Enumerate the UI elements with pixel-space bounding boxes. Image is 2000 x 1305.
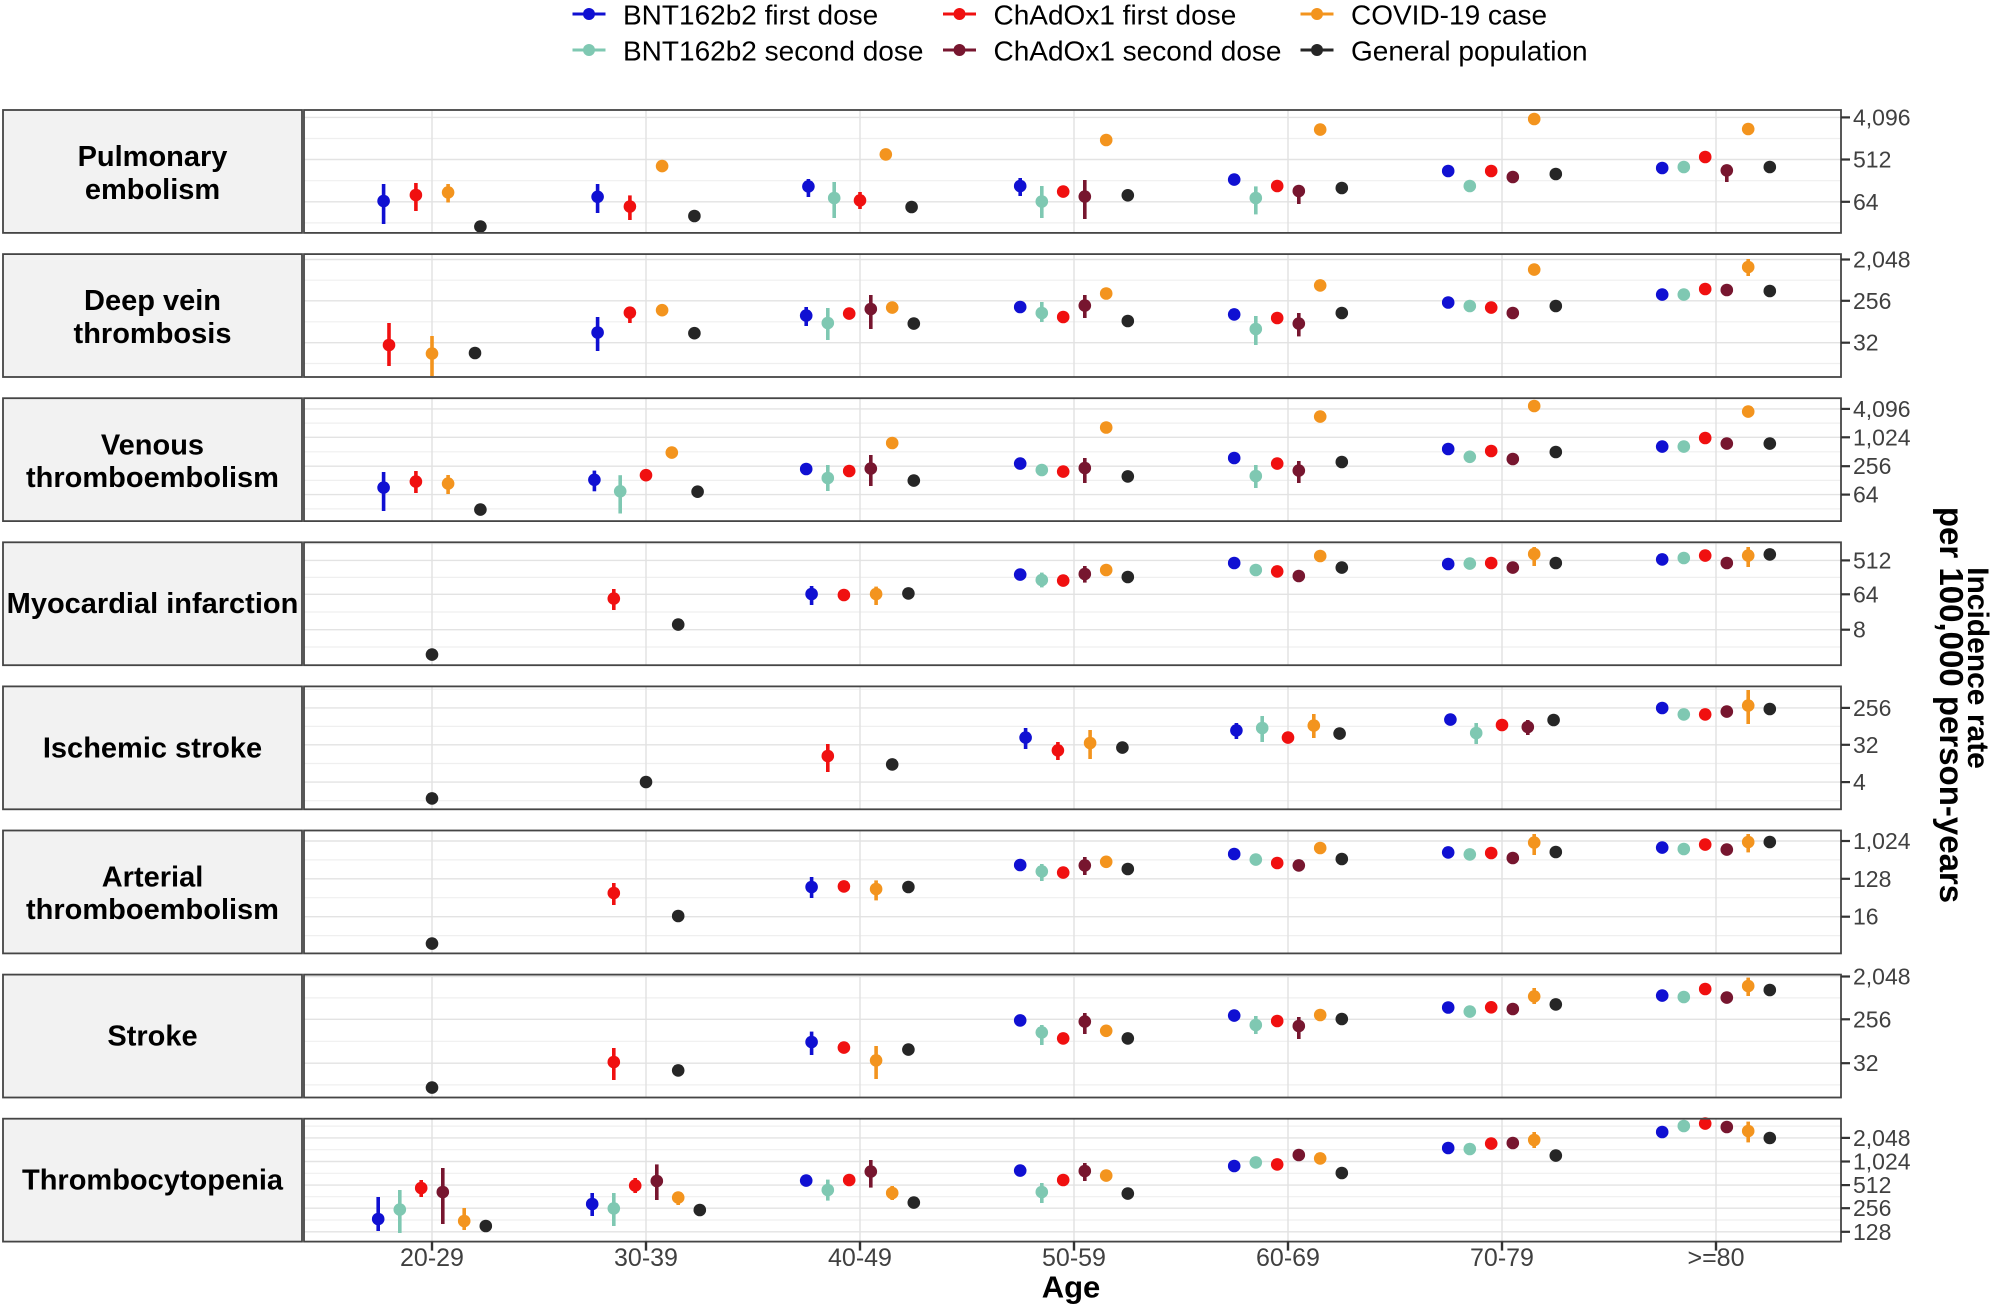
svg-text:20-29: 20-29 xyxy=(400,1244,464,1272)
svg-text:128: 128 xyxy=(1853,1219,1891,1245)
svg-text:Age: Age xyxy=(1042,1270,1101,1305)
svg-text:512: 512 xyxy=(1853,147,1891,173)
svg-text:Arterial: Arterial xyxy=(102,862,204,894)
svg-text:Myocardial infarction: Myocardial infarction xyxy=(7,588,299,620)
svg-text:40-49: 40-49 xyxy=(828,1244,892,1272)
svg-text:32: 32 xyxy=(1853,330,1879,356)
svg-text:ChAdOx1 second dose: ChAdOx1 second dose xyxy=(994,36,1282,67)
svg-text:4: 4 xyxy=(1853,769,1866,795)
svg-text:2,048: 2,048 xyxy=(1853,1125,1911,1151)
svg-text:1,024: 1,024 xyxy=(1853,828,1911,854)
svg-text:30-39: 30-39 xyxy=(614,1244,678,1272)
svg-text:BNT162b2 first dose: BNT162b2 first dose xyxy=(623,0,878,31)
svg-text:Ischemic stroke: Ischemic stroke xyxy=(43,732,262,764)
svg-text:1,024: 1,024 xyxy=(1853,1149,1911,1175)
svg-text:60-69: 60-69 xyxy=(1256,1244,1320,1272)
svg-text:2,048: 2,048 xyxy=(1853,247,1911,273)
svg-text:8: 8 xyxy=(1853,617,1866,643)
svg-text:thromboembolism: thromboembolism xyxy=(26,462,279,494)
svg-text:16: 16 xyxy=(1853,904,1879,930)
svg-text:General population: General population xyxy=(1351,36,1588,67)
svg-text:4,096: 4,096 xyxy=(1853,104,1911,130)
svg-text:Pulmonary: Pulmonary xyxy=(78,141,228,173)
svg-text:256: 256 xyxy=(1853,453,1891,479)
svg-text:COVID-19 case: COVID-19 case xyxy=(1351,0,1547,31)
svg-text:512: 512 xyxy=(1853,1172,1891,1198)
svg-text:2,048: 2,048 xyxy=(1853,964,1911,990)
svg-text:BNT162b2 second dose: BNT162b2 second dose xyxy=(623,36,923,67)
svg-text:ChAdOx1 first dose: ChAdOx1 first dose xyxy=(994,0,1237,31)
svg-text:64: 64 xyxy=(1853,581,1879,607)
svg-text:256: 256 xyxy=(1853,695,1891,721)
svg-text:Venous: Venous xyxy=(101,429,204,461)
svg-text:embolism: embolism xyxy=(85,174,220,206)
svg-text:256: 256 xyxy=(1853,288,1891,314)
svg-text:32: 32 xyxy=(1853,1050,1879,1076)
svg-text:64: 64 xyxy=(1853,482,1879,508)
svg-text:64: 64 xyxy=(1853,189,1879,215)
svg-text:32: 32 xyxy=(1853,732,1879,758)
svg-text:per 100,000 person-years: per 100,000 person-years xyxy=(1933,507,1970,903)
svg-text:Incidence rate: Incidence rate xyxy=(1961,567,1994,769)
svg-text:128: 128 xyxy=(1853,866,1891,892)
svg-text:70-79: 70-79 xyxy=(1470,1244,1534,1272)
svg-text:1,024: 1,024 xyxy=(1853,424,1911,450)
svg-text:256: 256 xyxy=(1853,1195,1891,1221)
svg-text:50-59: 50-59 xyxy=(1042,1244,1106,1272)
svg-text:512: 512 xyxy=(1853,547,1891,573)
svg-text:Thrombocytopenia: Thrombocytopenia xyxy=(22,1165,284,1197)
svg-text:4,096: 4,096 xyxy=(1853,396,1911,422)
svg-text:Stroke: Stroke xyxy=(107,1021,197,1053)
svg-text:thromboembolism: thromboembolism xyxy=(26,894,279,926)
svg-text:thrombosis: thrombosis xyxy=(74,318,232,350)
svg-text:Deep vein: Deep vein xyxy=(84,285,221,317)
svg-text:256: 256 xyxy=(1853,1006,1891,1032)
svg-text:>=80: >=80 xyxy=(1687,1244,1744,1272)
